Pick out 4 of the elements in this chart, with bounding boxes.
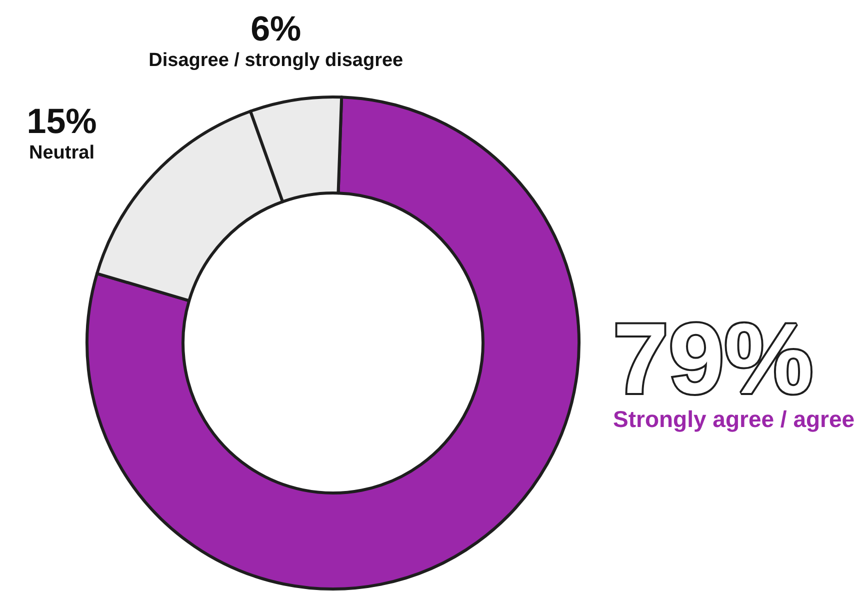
slice-label: Neutral	[29, 142, 94, 164]
slice-label: Disagree / strongly disagree	[148, 50, 404, 72]
data-label: 15%	[26, 102, 97, 141]
data-label: 6%	[250, 10, 302, 49]
